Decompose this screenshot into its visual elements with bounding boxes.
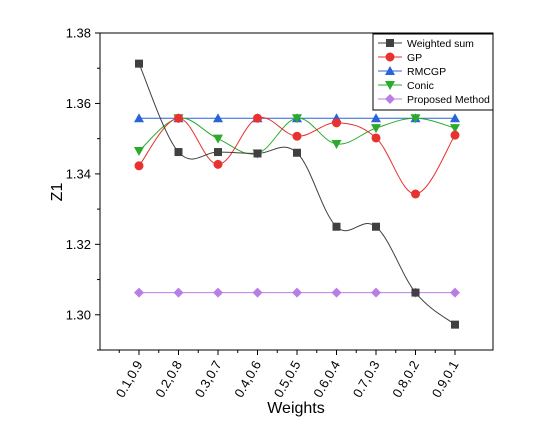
data-point-weighted-sum [214,148,222,157]
data-point-conic [450,124,460,134]
x-tick-label: 0.7,0.3 [350,358,383,400]
data-point-proposed-method [331,287,342,298]
data-point-gp [292,131,302,141]
legend-entry-rmcgp: RMCGP [378,66,446,78]
legend-marker [385,66,395,75]
data-point-weighted-sum [174,148,183,157]
data-point-weighted-sum [293,148,301,157]
series-layer [134,59,460,329]
y-axis: 1.30 1.32 1.34 1.36 1.38 [66,26,100,351]
data-point-weighted-sum [332,222,341,231]
data-point-rmcgp [371,113,381,123]
data-point-proposed-method [450,287,460,298]
x-tick-label: 0.9,0.1 [429,358,462,400]
data-point-rmcgp [134,113,144,123]
legend-entry-gp: GP [378,52,422,64]
data-point-weighted-sum [135,59,143,68]
legend-entry-conic: Conic [378,80,434,92]
series-gp [134,113,460,199]
data-point-conic [134,146,144,156]
x-tick-label: 0.1,0.9 [113,358,146,400]
data-point-proposed-method [213,287,223,298]
y-tick-label: 1.32 [66,237,91,252]
data-point-proposed-method [371,287,381,298]
legend-marker [385,52,395,62]
legend-label: RMCGP [407,66,446,78]
data-point-conic [410,114,421,124]
legend-entry-proposed-method: Proposed Method [378,94,490,106]
x-tick-label: 0.8,0.2 [389,358,422,400]
x-tick-label: 0.6,0.4 [310,358,343,400]
data-point-weighted-sum [411,288,420,297]
legend-label: Conic [407,80,434,92]
x-axis: 0.1,0.9 0.2,0.8 0.3,0.7 0.4,0.6 0.5,0.5 0.6,0… [113,350,462,400]
data-point-gp [371,133,381,143]
data-point-proposed-method [173,287,184,298]
data-point-proposed-method [292,287,302,298]
y-tick-label: 1.38 [66,26,91,41]
x-tick-label: 0.5,0.5 [271,358,304,400]
y-tick-label: 1.34 [66,166,91,181]
x-tick-label: 0.2,0.8 [152,358,185,400]
data-point-gp [450,130,460,140]
data-point-proposed-method [252,287,263,298]
data-point-gp [332,118,341,128]
x-tick-label: 0.3,0.7 [192,358,225,400]
y-tick-label: 1.36 [66,96,91,111]
legend: Weighted sum GP RMCGP Conic Proposed Method [372,33,494,111]
data-point-proposed-method [134,287,144,298]
legend-marker [385,81,395,90]
x-axis-title: Weights [267,400,325,417]
data-point-gp [174,113,183,123]
data-point-rmcgp [450,113,460,123]
legend-label: Proposed Method [407,94,490,106]
data-point-gp [253,113,262,123]
legend-label: GP [407,52,422,64]
data-point-weighted-sum [253,149,262,158]
data-point-weighted-sum [372,222,380,231]
legend-label: Weighted sum [407,38,474,50]
data-point-conic [371,124,381,134]
data-point-conic [331,139,342,149]
data-point-gp [213,159,223,169]
data-point-rmcgp [213,113,223,123]
y-axis-title: Z1 [49,183,66,202]
y-tick-label: 1.30 [66,307,91,322]
legend-entry-weighted-sum: Weighted sum [378,38,474,50]
series-proposed-method [134,287,460,298]
data-point-gp [411,189,420,199]
data-point-weighted-sum [451,320,459,329]
data-point-conic [213,134,223,144]
data-point-gp [134,161,144,171]
data-point-conic [292,114,302,124]
legend-marker [386,39,394,47]
series-weighted-sum [135,59,459,329]
x-tick-label: 0.4,0.6 [231,358,264,400]
legend-marker [385,94,395,104]
